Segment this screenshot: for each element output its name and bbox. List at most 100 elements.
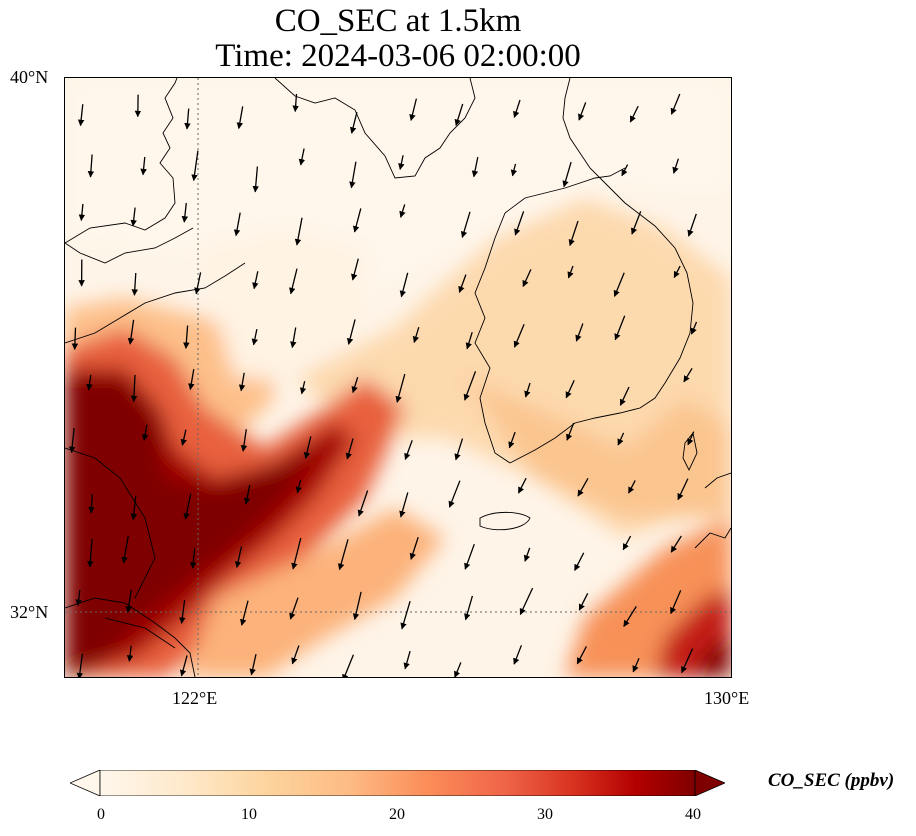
- wind-vector-arrow: [188, 368, 195, 391]
- wind-vectors: [68, 93, 698, 677]
- wind-vector-arrow: [577, 477, 589, 497]
- colorbar-tick-30: 30: [537, 806, 553, 823]
- wind-vector-arrow: [524, 382, 531, 398]
- korea-plume: [465, 378, 731, 518]
- wind-vector-arrow: [252, 166, 259, 193]
- dmz-border: [504, 167, 626, 214]
- wind-vector-arrow: [289, 597, 299, 620]
- wind-vector-arrow: [574, 552, 585, 571]
- wind-vector-arrow: [513, 99, 521, 119]
- wind-vector-arrow: [290, 327, 297, 349]
- wind-vector-arrow: [298, 148, 306, 166]
- wind-vector-arrow: [519, 587, 534, 616]
- wind-vector-arrow: [623, 606, 637, 627]
- wind-vector-arrow: [184, 108, 191, 130]
- coastlines: [65, 78, 731, 677]
- wind-vector-arrow: [517, 477, 527, 494]
- tsushima: [682, 431, 698, 472]
- central-light: [195, 228, 365, 378]
- wind-vector-arrow: [617, 432, 625, 446]
- wind-vector-arrow: [357, 490, 369, 517]
- wind-vector-arrow: [672, 158, 680, 174]
- wind-vector-arrow: [351, 377, 359, 394]
- bohai-coast-west: [65, 227, 194, 264]
- wind-vector-arrow: [670, 590, 682, 615]
- wind-vector-arrow: [398, 155, 405, 171]
- lower-band: [185, 508, 445, 677]
- wind-vector-arrow: [565, 380, 575, 399]
- wind-vector-arrow: [345, 438, 354, 460]
- wind-vector-arrow: [303, 436, 312, 460]
- colorbar-gradient: [99, 770, 696, 796]
- wind-vector-arrow: [179, 655, 188, 677]
- wind-vector-arrow: [249, 653, 257, 676]
- wind-vector-arrow: [125, 589, 132, 613]
- wind-vector-arrow: [121, 535, 129, 564]
- wind-vector-arrow: [562, 161, 572, 188]
- wind-vector-arrow: [251, 328, 258, 346]
- wind-vector-arrow: [629, 105, 639, 123]
- wind-vector-arrow: [252, 271, 259, 290]
- wind-vector-arrow: [141, 424, 149, 442]
- wind-vector-arrow: [191, 150, 199, 182]
- wind-vector-arrow: [448, 480, 461, 508]
- wind-vector-arrow: [352, 591, 362, 621]
- china-inner-border: [65, 447, 156, 599]
- wind-vector-arrow: [291, 645, 300, 665]
- colorbar-tick-10: 10: [241, 806, 257, 823]
- wind-vector-arrow: [131, 272, 139, 296]
- wind-vector-arrow: [181, 202, 189, 223]
- wind-vector-arrow: [510, 163, 518, 177]
- wind-vector-arrow: [454, 103, 464, 127]
- wind-vector-arrow: [86, 374, 93, 391]
- wind-vector-arrow: [514, 211, 525, 236]
- wind-vector-arrow: [677, 478, 689, 501]
- wind-vector-arrow: [454, 662, 462, 677]
- wind-vector-arrow: [400, 601, 411, 630]
- wind-vector-arrow: [522, 269, 532, 288]
- colorbar-over-extend: [694, 770, 725, 796]
- wind-vector-arrow: [463, 371, 477, 401]
- wind-vector-arrow: [683, 367, 693, 383]
- lon-label-130e: 130°E: [704, 688, 750, 708]
- colorbar-label: CO_SEC (ppbv): [768, 770, 895, 791]
- colorbar-tick-40: 40: [685, 806, 701, 823]
- nk-east-coast: [562, 78, 606, 184]
- wind-vector-arrow: [513, 324, 525, 348]
- wind-vector-arrow: [412, 327, 420, 344]
- wind-vector-arrow: [632, 658, 640, 673]
- wind-vector-arrow: [180, 429, 187, 446]
- wind-vector-arrow: [179, 600, 186, 624]
- wind-vector-arrow: [75, 590, 82, 607]
- title-line-2: Time: 2024-03-06 02:00:00: [215, 38, 581, 74]
- china-coast-north: [65, 78, 178, 244]
- korea-west-coast: [474, 212, 511, 464]
- wind-vector-arrow: [409, 536, 419, 560]
- wind-vector-arrow: [127, 319, 135, 345]
- colorbar-tick-20: 20: [389, 806, 405, 823]
- wind-vector-arrow: [670, 93, 681, 115]
- colorbar: [70, 770, 725, 796]
- wind-vector-arrow: [240, 600, 249, 626]
- wind-vector-arrow: [337, 539, 349, 571]
- wind-vector-arrow: [234, 546, 243, 569]
- japan-kyushu-2: [694, 527, 731, 549]
- wind-vector-arrow: [673, 265, 681, 279]
- wind-vector-arrow: [295, 479, 302, 494]
- wind-vector-arrow: [454, 438, 464, 461]
- wind-vector-arrow: [77, 104, 85, 127]
- colorbar-under-extend: [70, 770, 101, 796]
- wind-vector-arrow: [233, 212, 241, 237]
- wind-vector-arrow: [140, 156, 147, 176]
- wind-vector-arrow: [240, 429, 248, 452]
- wind-vector-arrow: [243, 484, 251, 505]
- wind-vector-arrow: [567, 265, 574, 279]
- wind-vector-arrow: [670, 535, 682, 553]
- wind-vector-arrow: [346, 319, 356, 345]
- wind-vector-arrow: [395, 373, 406, 403]
- korea-east-coast: [604, 182, 694, 384]
- wind-vector-arrow: [88, 493, 95, 514]
- wind-vector-arrow: [630, 211, 642, 235]
- yangtze-coast: [65, 597, 196, 677]
- wind-vector-arrow: [508, 431, 516, 449]
